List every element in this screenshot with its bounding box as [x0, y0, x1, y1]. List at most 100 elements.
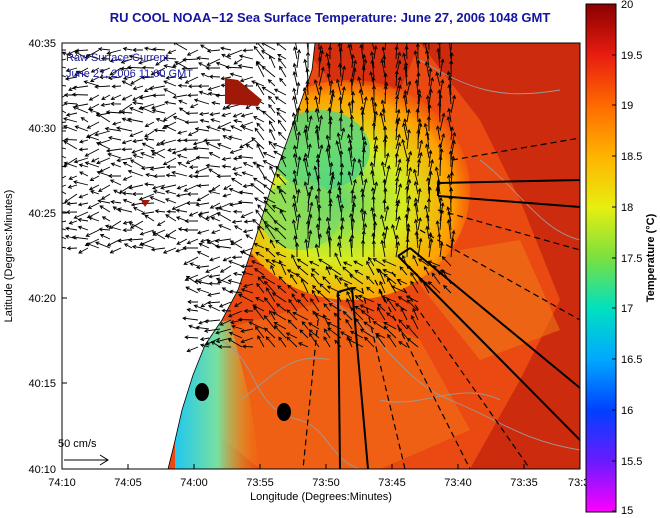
current-vector: [149, 166, 166, 171]
current-vector: [424, 61, 430, 78]
current-vector: [315, 124, 320, 141]
current-vector: [272, 311, 287, 321]
current-vector: [199, 343, 210, 348]
current-vector: [151, 184, 166, 190]
current-vector: [175, 193, 188, 198]
current-vector: [195, 155, 210, 160]
cbtick-4: 18: [621, 202, 633, 214]
current-vector: [269, 309, 276, 321]
current-vector: [425, 94, 430, 114]
current-vector: [280, 155, 287, 168]
current-vector: [318, 66, 325, 87]
current-vector: [113, 189, 122, 195]
current-vector: [186, 307, 199, 312]
current-vector: [263, 327, 276, 339]
current-vector: [231, 219, 243, 224]
current-vector: [88, 216, 100, 222]
current-vector: [140, 75, 155, 80]
current-vector: [252, 218, 265, 231]
current-vector: [122, 46, 133, 51]
current-vector: [193, 98, 210, 105]
current-vector: [177, 130, 188, 135]
current-vector: [151, 148, 166, 156]
current-vector: [267, 79, 276, 87]
current-vector: [380, 161, 386, 177]
current-vector: [351, 194, 357, 213]
current-vector: [197, 280, 210, 285]
current-vector: [132, 100, 144, 105]
current-vector: [183, 138, 199, 143]
current-vector: [274, 96, 287, 105]
current-vector: [406, 206, 411, 222]
current-vector: [410, 315, 419, 330]
current-vector: [228, 187, 243, 195]
current-vector: [326, 143, 331, 159]
current-vector: [382, 178, 387, 195]
current-vector: [359, 328, 375, 339]
current-vector: [446, 219, 452, 240]
current-vector: [239, 76, 254, 83]
current-vector: [252, 177, 265, 186]
current-vector: [318, 45, 323, 60]
current-vector: [214, 238, 232, 243]
current-vector: [233, 225, 243, 231]
current-vector: [64, 76, 78, 81]
ytick-2: 40:25: [28, 208, 56, 220]
current-vector: [251, 260, 265, 267]
current-vector: [62, 202, 67, 204]
current-vector: [87, 202, 100, 209]
current-vector: [314, 95, 320, 114]
current-vector: [262, 110, 276, 123]
current-vector: [208, 168, 221, 177]
current-vector: [307, 229, 313, 249]
current-vector: [175, 216, 188, 222]
current-vector: [140, 166, 155, 171]
current-vector: [128, 184, 144, 190]
current-vector: [152, 189, 166, 195]
current-vector: [255, 252, 265, 258]
current-vector: [449, 43, 452, 60]
current-vector: [317, 216, 322, 231]
current-vector: [263, 280, 276, 294]
current-vector: [276, 111, 287, 123]
cbtick-5: 17.5: [621, 253, 642, 265]
annotation-current-title: Raw Surface Current: [66, 52, 169, 64]
current-vector: [426, 197, 431, 213]
current-vector: [295, 43, 298, 51]
current-vector: [269, 128, 276, 141]
current-vector: [63, 140, 78, 150]
current-vector: [243, 308, 253, 314]
current-vector: [214, 244, 232, 249]
current-vector: [342, 261, 353, 267]
current-vector: [335, 140, 342, 159]
current-vector: [379, 280, 386, 294]
current-vector: [325, 147, 331, 168]
current-vector: [129, 130, 144, 138]
current-vector: [129, 159, 144, 168]
current-vector: [254, 197, 265, 204]
current-vector: [175, 208, 188, 213]
current-vector: [301, 293, 309, 303]
current-vector: [150, 67, 166, 76]
current-vector: [253, 45, 265, 60]
current-vector: [62, 58, 67, 61]
current-vector: [371, 239, 376, 258]
current-vector: [62, 74, 67, 78]
current-vector: [99, 234, 111, 240]
current-vector: [156, 220, 166, 226]
current-vector: [219, 265, 232, 273]
current-vector: [373, 45, 378, 60]
current-vector: [228, 135, 243, 141]
current-vector: [417, 217, 422, 231]
current-vector: [291, 120, 298, 141]
current-vector: [295, 273, 309, 285]
current-vector: [311, 268, 320, 276]
current-vector: [184, 274, 199, 282]
current-vector: [450, 139, 456, 159]
current-vector: [377, 306, 386, 321]
current-vector: [296, 155, 302, 177]
current-vector: [165, 234, 177, 240]
current-vector: [384, 225, 389, 240]
current-vector: [209, 112, 221, 117]
current-vector: [297, 299, 309, 312]
